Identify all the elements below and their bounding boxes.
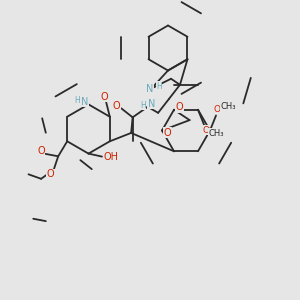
- Text: O: O: [176, 102, 183, 112]
- Text: O: O: [214, 105, 221, 114]
- Text: O: O: [47, 169, 55, 179]
- Text: H: H: [140, 101, 146, 110]
- Text: OH: OH: [103, 152, 118, 162]
- Text: O: O: [164, 128, 171, 138]
- Text: N: N: [81, 97, 88, 107]
- Text: H: H: [156, 82, 162, 91]
- Text: H: H: [74, 96, 80, 105]
- Text: O: O: [202, 126, 209, 135]
- Text: CH₃: CH₃: [208, 129, 224, 138]
- Text: N: N: [148, 99, 155, 109]
- Text: N: N: [146, 84, 153, 94]
- Text: CH₃: CH₃: [220, 102, 236, 111]
- Text: O: O: [113, 101, 121, 111]
- Text: O: O: [101, 92, 109, 102]
- Text: O: O: [37, 146, 45, 157]
